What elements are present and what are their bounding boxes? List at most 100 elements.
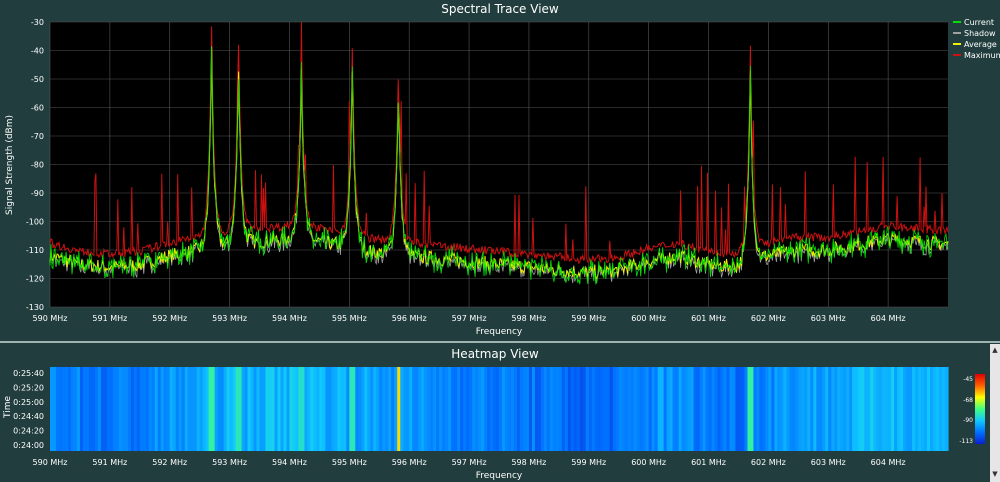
- heatmap-cell-column: [522, 367, 527, 451]
- heatmap-scrollbar[interactable]: [990, 344, 1000, 482]
- heatmap-cell-column: [735, 367, 740, 451]
- heatmap-cell-column: [61, 367, 66, 451]
- heatmap-cell-column: [618, 367, 623, 451]
- heatmap-cell-column: [223, 367, 228, 451]
- heatmap-cell-column: [445, 367, 449, 451]
- heatmap-cell-column: [939, 367, 943, 451]
- heatmap-cell-column: [546, 367, 551, 451]
- heatmap-cell-column: [525, 367, 530, 451]
- heatmap-cell-column: [807, 367, 811, 451]
- heatmap-cell-column: [819, 367, 823, 451]
- heatmap-x-tick-label: 592 MHz: [152, 458, 187, 467]
- heatmap-cell-column: [831, 367, 835, 451]
- heatmap-cell-column: [343, 367, 347, 451]
- heatmap-cell-column: [783, 367, 787, 451]
- heatmap-cell-column: [163, 367, 168, 451]
- heatmap-cell-column: [876, 367, 880, 451]
- heatmap-cell-column: [469, 367, 473, 451]
- heatmap-cell-column: [100, 367, 105, 451]
- heatmap-cell-column: [472, 367, 476, 451]
- heatmap-cell-column: [732, 367, 737, 451]
- heatmap-cell-column: [274, 367, 279, 451]
- scroll-down-arrow-icon[interactable]: ▼: [992, 470, 998, 478]
- heatmap-cell-column: [774, 367, 778, 451]
- heatmap-cell-column: [376, 367, 380, 451]
- heatmap-cell-column: [801, 367, 805, 451]
- heatmap-cell-column: [750, 367, 755, 451]
- heatmap-x-tick-label: 595 MHz: [332, 458, 367, 467]
- heatmap-cell-column: [558, 367, 563, 451]
- y-tick-label: -70: [31, 132, 44, 141]
- heatmap-cell-column: [720, 367, 725, 451]
- heatmap-cell-column: [708, 367, 713, 451]
- heatmap-cell-column: [457, 367, 461, 451]
- heatmap-cell-column: [567, 367, 572, 451]
- heatmap-cell-column: [528, 367, 533, 451]
- heatmap-cell-column: [816, 367, 820, 451]
- heatmap-cell-column: [585, 367, 590, 451]
- heatmap-cell-column: [858, 367, 862, 451]
- heatmap-cell-column: [394, 367, 398, 451]
- x-tick-label: 597 MHz: [452, 314, 487, 323]
- heatmap-cell-column: [187, 367, 192, 451]
- heatmap-cell-column: [130, 367, 135, 451]
- heatmap-cell-column: [885, 367, 889, 451]
- heatmap-cell-column: [400, 367, 404, 451]
- heatmap-cell-column: [930, 367, 934, 451]
- heatmap-x-tick-label: 596 MHz: [392, 458, 427, 467]
- heatmap-cell-column: [744, 367, 749, 451]
- heatmap-cell-column: [436, 367, 440, 451]
- heatmap-cell-column: [370, 367, 374, 451]
- heatmap-cell-column: [855, 367, 859, 451]
- heatmap-cell-column: [657, 367, 662, 451]
- heatmap-x-tick-label: 593 MHz: [212, 458, 247, 467]
- colorbar-tick-label: -90: [963, 417, 973, 424]
- heatmap-cell-column: [454, 367, 458, 451]
- heatmap-x-tick-label: 590 MHz: [33, 458, 68, 467]
- heatmap-cell-column: [160, 367, 165, 451]
- heatmap-cell-column: [612, 367, 617, 451]
- heatmap-cell-column: [597, 367, 602, 451]
- heatmap-cell-column: [936, 367, 940, 451]
- heatmap-cell-column: [307, 367, 312, 451]
- heatmap-cell-column: [894, 367, 898, 451]
- heatmap-cell-column: [507, 367, 512, 451]
- heatmap-x-tick-label: 600 MHz: [631, 458, 666, 467]
- legend-label: Shadow: [964, 29, 996, 38]
- heatmap-cell-column: [696, 367, 701, 451]
- heatmap-cell-column: [118, 367, 123, 451]
- heatmap-cell-column: [391, 367, 395, 451]
- heatmap-cell-column: [561, 367, 566, 451]
- heatmap-cell-column: [828, 367, 832, 451]
- heatmap-cell-column: [346, 367, 350, 451]
- colorbar: -45 -68 -90 -113: [959, 374, 985, 445]
- heatmap-cell-column: [283, 367, 288, 451]
- heatmap-cell-column: [945, 367, 949, 451]
- heatmap-y-tick-label: 0:24:40: [13, 412, 44, 421]
- scroll-up-arrow-icon[interactable]: ▲: [992, 346, 998, 354]
- heatmap-cell-column: [67, 367, 72, 451]
- heatmap-cell-column: [364, 367, 368, 451]
- heatmap-cell-column: [148, 367, 153, 451]
- panel-divider[interactable]: [0, 341, 1000, 343]
- spectral-x-axis-label: Frequency: [476, 327, 523, 337]
- x-tick-label: 591 MHz: [92, 314, 127, 323]
- heatmap-cell-column: [448, 367, 452, 451]
- heatmap-cell-column: [208, 367, 213, 451]
- heatmap-cell-column: [891, 367, 895, 451]
- heatmap-cell-column: [361, 367, 365, 451]
- heatmap-cell-column: [531, 367, 536, 451]
- y-tick-label: -100: [26, 218, 44, 227]
- heatmap-cell-column: [840, 367, 844, 451]
- series-line-maximum: [49, 21, 949, 265]
- heatmap-cell-column: [292, 367, 297, 451]
- heatmap-cell-column: [513, 367, 518, 451]
- heatmap-cell-column: [501, 367, 506, 451]
- spectral-title: Spectral Trace View: [441, 2, 559, 16]
- heatmap-cell-column: [415, 367, 419, 451]
- heatmap-cell-column: [747, 367, 752, 451]
- heatmap-cell-column: [166, 367, 171, 451]
- heatmap-cell-column: [834, 367, 838, 451]
- heatmap-cell-column: [900, 367, 904, 451]
